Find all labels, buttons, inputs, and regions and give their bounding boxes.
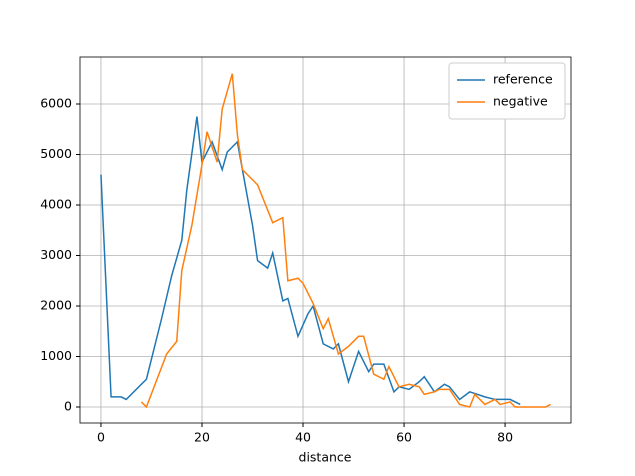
x-tick-label: 60 bbox=[396, 430, 412, 445]
legend-label: negative bbox=[493, 94, 548, 109]
x-axis-label: distance bbox=[299, 450, 352, 465]
y-tick-label: 3000 bbox=[40, 247, 72, 262]
plot-frame bbox=[79, 56, 572, 424]
y-tick-label: 0 bbox=[64, 398, 72, 413]
x-tick-label: 40 bbox=[295, 430, 311, 445]
x-tick-label: 0 bbox=[97, 430, 105, 445]
y-tick-label: 2000 bbox=[40, 297, 72, 312]
y-tick-label: 4000 bbox=[40, 197, 72, 212]
x-tick-label: 20 bbox=[194, 430, 210, 445]
legend-label: reference bbox=[493, 72, 553, 87]
line-series bbox=[140, 73, 551, 409]
y-tick-label: 5000 bbox=[40, 146, 72, 161]
y-tick-label: 6000 bbox=[40, 96, 72, 111]
line-series bbox=[100, 116, 521, 406]
x-tick-label: 80 bbox=[497, 430, 513, 445]
legend-box bbox=[448, 62, 566, 120]
y-tick-label: 1000 bbox=[40, 348, 72, 363]
